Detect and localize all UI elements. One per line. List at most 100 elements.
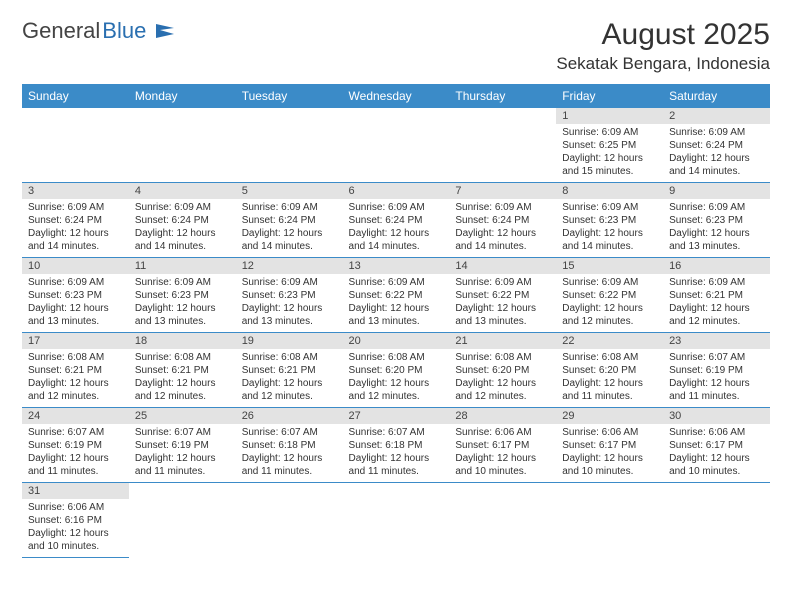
calendar-week: 1Sunrise: 6:09 AMSunset: 6:25 PMDaylight… [22, 108, 770, 183]
daylight-text: Daylight: 12 hours and 12 minutes. [669, 302, 764, 328]
daylight-text: Daylight: 12 hours and 14 minutes. [28, 227, 123, 253]
sunrise-text: Sunrise: 6:09 AM [562, 126, 657, 139]
day-details: Sunrise: 6:09 AMSunset: 6:24 PMDaylight:… [663, 124, 770, 182]
daylight-text: Daylight: 12 hours and 14 minutes. [562, 227, 657, 253]
day-number [449, 108, 556, 112]
sunset-text: Sunset: 6:19 PM [669, 364, 764, 377]
sunset-text: Sunset: 6:17 PM [455, 439, 550, 452]
calendar-cell [343, 483, 450, 558]
calendar-week: 3Sunrise: 6:09 AMSunset: 6:24 PMDaylight… [22, 183, 770, 258]
location: Sekatak Bengara, Indonesia [556, 54, 770, 74]
daylight-text: Daylight: 12 hours and 11 minutes. [669, 377, 764, 403]
calendar-cell: 22Sunrise: 6:08 AMSunset: 6:20 PMDayligh… [556, 333, 663, 408]
sunrise-text: Sunrise: 6:09 AM [669, 201, 764, 214]
daylight-text: Daylight: 12 hours and 14 minutes. [135, 227, 230, 253]
day-details: Sunrise: 6:09 AMSunset: 6:22 PMDaylight:… [556, 274, 663, 332]
daylight-text: Daylight: 12 hours and 13 minutes. [135, 302, 230, 328]
sunset-text: Sunset: 6:17 PM [562, 439, 657, 452]
day-details: Sunrise: 6:06 AMSunset: 6:17 PMDaylight:… [663, 424, 770, 482]
calendar-cell: 14Sunrise: 6:09 AMSunset: 6:22 PMDayligh… [449, 258, 556, 333]
day-number: 31 [22, 483, 129, 499]
calendar-cell: 2Sunrise: 6:09 AMSunset: 6:24 PMDaylight… [663, 108, 770, 183]
day-number [129, 108, 236, 112]
daylight-text: Daylight: 12 hours and 15 minutes. [562, 152, 657, 178]
day-number: 22 [556, 333, 663, 349]
day-number: 8 [556, 183, 663, 199]
day-details: Sunrise: 6:09 AMSunset: 6:24 PMDaylight:… [343, 199, 450, 257]
sunrise-text: Sunrise: 6:09 AM [455, 201, 550, 214]
daylight-text: Daylight: 12 hours and 12 minutes. [455, 377, 550, 403]
day-details: Sunrise: 6:08 AMSunset: 6:20 PMDaylight:… [556, 349, 663, 407]
sunrise-text: Sunrise: 6:06 AM [28, 501, 123, 514]
day-details: Sunrise: 6:07 AMSunset: 6:19 PMDaylight:… [22, 424, 129, 482]
sunset-text: Sunset: 6:20 PM [349, 364, 444, 377]
logo-text-2: Blue [102, 18, 146, 43]
day-number: 14 [449, 258, 556, 274]
calendar-cell: 21Sunrise: 6:08 AMSunset: 6:20 PMDayligh… [449, 333, 556, 408]
sunrise-text: Sunrise: 6:09 AM [669, 276, 764, 289]
day-number: 20 [343, 333, 450, 349]
column-header: Wednesday [343, 84, 450, 108]
sunrise-text: Sunrise: 6:09 AM [242, 201, 337, 214]
calendar-cell: 28Sunrise: 6:06 AMSunset: 6:17 PMDayligh… [449, 408, 556, 483]
day-number: 17 [22, 333, 129, 349]
sunset-text: Sunset: 6:19 PM [28, 439, 123, 452]
calendar-cell [343, 108, 450, 183]
day-details: Sunrise: 6:09 AMSunset: 6:25 PMDaylight:… [556, 124, 663, 182]
sunrise-text: Sunrise: 6:06 AM [562, 426, 657, 439]
sunset-text: Sunset: 6:20 PM [455, 364, 550, 377]
day-number: 24 [22, 408, 129, 424]
calendar-table: SundayMondayTuesdayWednesdayThursdayFrid… [22, 84, 770, 558]
daylight-text: Daylight: 12 hours and 13 minutes. [349, 302, 444, 328]
calendar-cell: 7Sunrise: 6:09 AMSunset: 6:24 PMDaylight… [449, 183, 556, 258]
sunset-text: Sunset: 6:23 PM [135, 289, 230, 302]
day-number: 9 [663, 183, 770, 199]
sunset-text: Sunset: 6:24 PM [455, 214, 550, 227]
calendar-cell: 31Sunrise: 6:06 AMSunset: 6:16 PMDayligh… [22, 483, 129, 558]
daylight-text: Daylight: 12 hours and 11 minutes. [28, 452, 123, 478]
calendar-cell: 9Sunrise: 6:09 AMSunset: 6:23 PMDaylight… [663, 183, 770, 258]
day-number: 7 [449, 183, 556, 199]
sunset-text: Sunset: 6:21 PM [135, 364, 230, 377]
calendar-cell: 3 Sunrise: 6:09 AMSunset: 6:24 PMDaylight… [22, 183, 129, 258]
day-number: 18 [129, 333, 236, 349]
sunset-text: Sunset: 6:22 PM [562, 289, 657, 302]
sunrise-text: Sunrise: 6:08 AM [455, 351, 550, 364]
sunset-text: Sunset: 6:20 PM [562, 364, 657, 377]
month-title: August 2025 [556, 18, 770, 52]
day-details: Sunrise: 6:08 AMSunset: 6:21 PMDaylight:… [22, 349, 129, 407]
column-header: Thursday [449, 84, 556, 108]
sunset-text: Sunset: 6:24 PM [135, 214, 230, 227]
calendar-cell [129, 108, 236, 183]
sunset-text: Sunset: 6:23 PM [28, 289, 123, 302]
sunset-text: Sunset: 6:21 PM [28, 364, 123, 377]
day-number: 23 [663, 333, 770, 349]
calendar-cell: 4Sunrise: 6:09 AMSunset: 6:24 PMDaylight… [129, 183, 236, 258]
sunset-text: Sunset: 6:24 PM [28, 214, 123, 227]
day-details: Sunrise: 6:07 AMSunset: 6:19 PMDaylight:… [129, 424, 236, 482]
day-number [343, 108, 450, 112]
day-number: 3 [22, 183, 129, 199]
calendar-cell: 20Sunrise: 6:08 AMSunset: 6:20 PMDayligh… [343, 333, 450, 408]
day-number [343, 483, 450, 487]
sunrise-text: Sunrise: 6:09 AM [28, 201, 123, 214]
day-number: 25 [129, 408, 236, 424]
day-number: 2 [663, 108, 770, 124]
day-details: Sunrise: 6:09 AMSunset: 6:21 PMDaylight:… [663, 274, 770, 332]
calendar-cell [22, 108, 129, 183]
daylight-text: Daylight: 12 hours and 13 minutes. [455, 302, 550, 328]
logo: GeneralBlue [22, 18, 174, 44]
logo-text-1: General [22, 18, 100, 44]
calendar-cell: 11Sunrise: 6:09 AMSunset: 6:23 PMDayligh… [129, 258, 236, 333]
sunrise-text: Sunrise: 6:07 AM [28, 426, 123, 439]
daylight-text: Daylight: 12 hours and 10 minutes. [28, 527, 123, 553]
sunset-text: Sunset: 6:23 PM [242, 289, 337, 302]
day-number: 19 [236, 333, 343, 349]
calendar-cell: 10Sunrise: 6:09 AMSunset: 6:23 PMDayligh… [22, 258, 129, 333]
calendar-week: 31Sunrise: 6:06 AMSunset: 6:16 PMDayligh… [22, 483, 770, 558]
day-details: Sunrise: 6:09 AMSunset: 6:23 PMDaylight:… [22, 274, 129, 332]
sunrise-text: Sunrise: 6:09 AM [669, 126, 764, 139]
day-details: Sunrise: 6:07 AMSunset: 6:19 PMDaylight:… [663, 349, 770, 407]
calendar-cell [129, 483, 236, 558]
daylight-text: Daylight: 12 hours and 12 minutes. [242, 377, 337, 403]
